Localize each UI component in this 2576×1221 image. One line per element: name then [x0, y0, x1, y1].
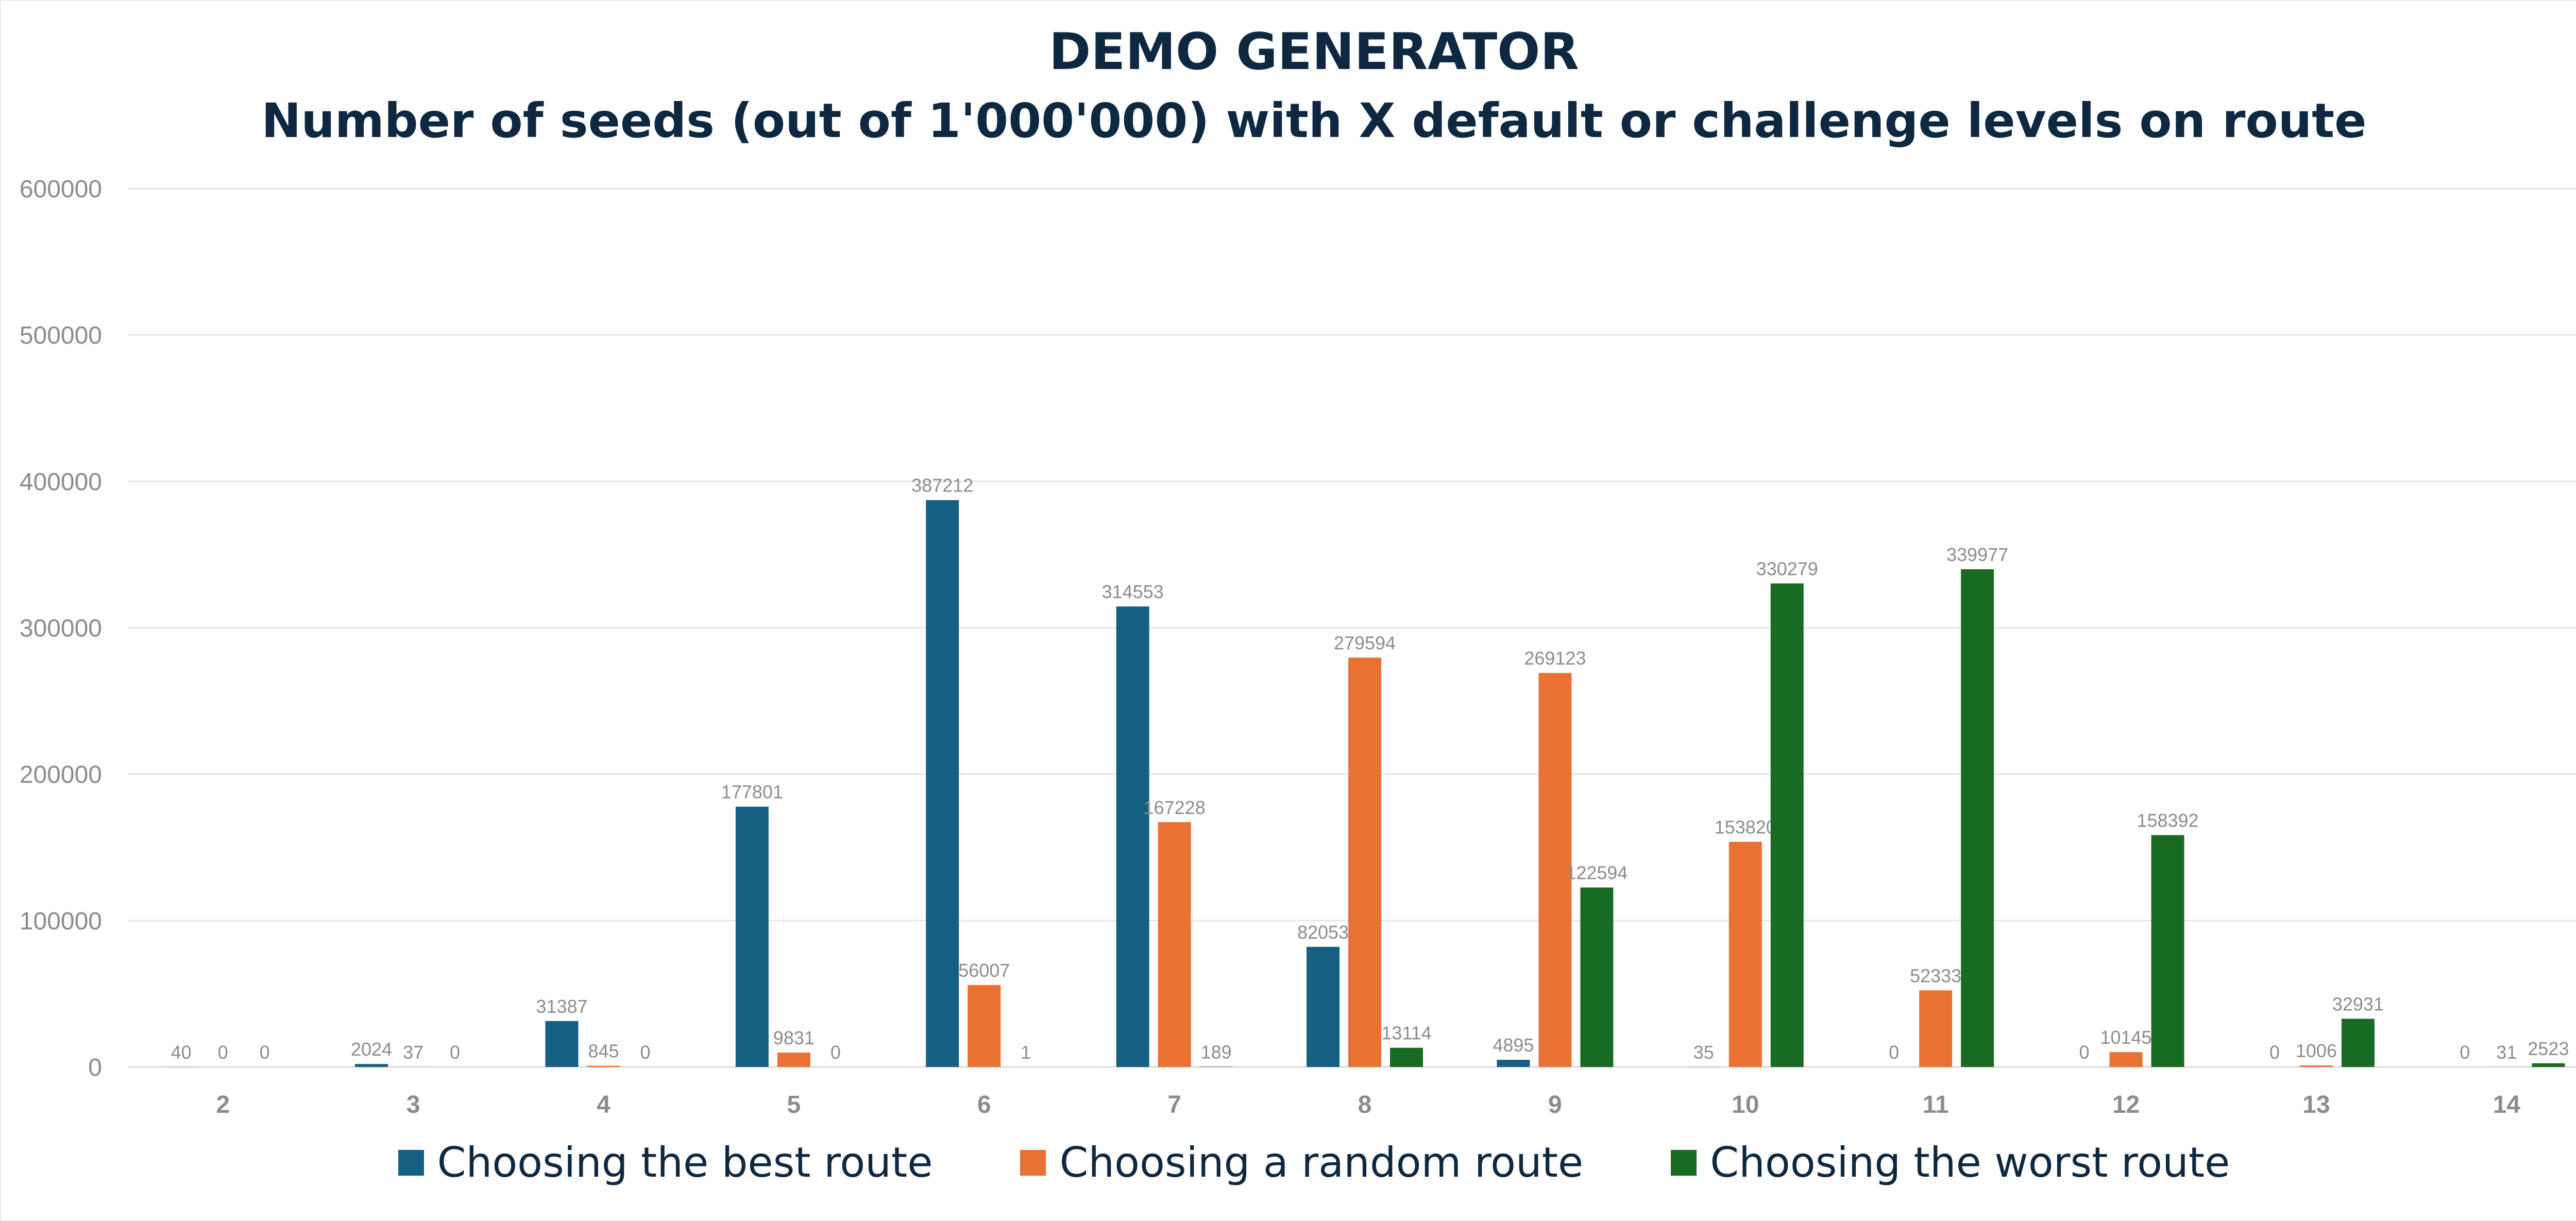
bar-worst-14: [2532, 1063, 2565, 1067]
bar-random-9: [1538, 673, 1572, 1067]
chart-title: DEMO GENERATOR: [1049, 23, 1579, 81]
x-tick-label-2: 2: [216, 1091, 230, 1118]
bar-random-6: [968, 985, 1001, 1067]
data-label-random-12: 10145: [2100, 1027, 2151, 1048]
data-label-best-7: 314553: [1102, 581, 1164, 602]
y-tick-label-6: 600000: [20, 176, 102, 203]
chart-subtitle: Number of seeds (out of 1'000'000) with …: [261, 93, 2367, 148]
data-label-worst-2: 0: [260, 1042, 270, 1063]
x-tick-label-9: 9: [1548, 1091, 1562, 1118]
data-label-best-4: 31387: [536, 996, 587, 1017]
bar-best-3: [355, 1064, 388, 1067]
data-label-random-14: 31: [2496, 1042, 2517, 1063]
legend-item-worst: Choosing the worst route: [1671, 1139, 2230, 1186]
data-label-random-6: 56007: [958, 960, 1010, 981]
data-label-worst-12: 158392: [2137, 810, 2198, 831]
legend-label-best: Choosing the best route: [437, 1139, 933, 1186]
y-tick-label-2: 200000: [20, 761, 102, 789]
bar-random-13: [2299, 1065, 2333, 1067]
data-label-best-11: 0: [1889, 1042, 1899, 1063]
bar-random-5: [777, 1053, 810, 1067]
data-label-worst-5: 0: [831, 1042, 841, 1063]
x-tick-label-11: 11: [1923, 1091, 1949, 1118]
bar-random-8: [1348, 657, 1381, 1067]
legend-label-worst: Choosing the worst route: [1710, 1139, 2230, 1186]
data-label-random-11: 52333: [1910, 965, 1961, 986]
data-label-random-3: 37: [403, 1042, 423, 1063]
legend-item-random: Choosing a random route: [1020, 1139, 1583, 1186]
data-label-worst-8: 13114: [1381, 1023, 1431, 1044]
data-label-best-13: 0: [2269, 1042, 2280, 1063]
x-tick-label-4: 4: [597, 1091, 611, 1118]
bar-best-5: [735, 806, 769, 1067]
bar-worst-13: [2341, 1019, 2375, 1067]
data-label-random-5: 9831: [773, 1027, 815, 1048]
data-label-worst-14: 2523: [2528, 1038, 2569, 1059]
bar-best-7: [1116, 606, 1149, 1067]
y-tick-label-1: 100000: [20, 908, 102, 935]
data-label-best-14: 0: [2460, 1042, 2470, 1063]
data-label-best-8: 82053: [1297, 922, 1349, 943]
data-label-worst-13: 32931: [2332, 993, 2384, 1014]
bar-worst-9: [1580, 887, 1614, 1067]
legend-swatch-worst: [1671, 1149, 1697, 1176]
y-tick-label-4: 400000: [20, 468, 102, 496]
data-label-random-2: 0: [218, 1042, 228, 1063]
x-tick-label-14: 14: [2493, 1091, 2521, 1118]
bar-random-10: [1728, 841, 1762, 1067]
data-label-random-7: 167228: [1144, 797, 1206, 818]
bar-worst-8: [1390, 1047, 1423, 1067]
x-tick-label-3: 3: [406, 1091, 420, 1118]
bar-random-12: [2109, 1052, 2143, 1067]
legend-swatch-random: [1020, 1149, 1046, 1176]
data-label-random-8: 279594: [1334, 632, 1396, 653]
chart-legend: Choosing the best route Choosing a rando…: [0, 1139, 2576, 1186]
data-label-random-10: 153820: [1715, 817, 1776, 838]
x-tick-label-5: 5: [787, 1091, 801, 1118]
bar-random-11: [1919, 990, 1953, 1067]
y-tick-label-0: 0: [88, 1054, 102, 1081]
bar-worst-11: [1961, 569, 1994, 1067]
bar-random-4: [587, 1065, 620, 1067]
data-label-worst-9: 122594: [1566, 862, 1628, 884]
legend-swatch-best: [398, 1149, 424, 1176]
bar-best-9: [1497, 1060, 1530, 1067]
bar-worst-10: [1770, 583, 1804, 1067]
data-label-worst-10: 330279: [1756, 558, 1818, 579]
data-label-random-9: 269123: [1524, 648, 1586, 669]
data-label-best-10: 35: [1693, 1042, 1714, 1063]
bar-worst-12: [2151, 835, 2184, 1067]
y-tick-label-3: 300000: [20, 615, 102, 642]
data-label-random-4: 845: [588, 1041, 619, 1062]
y-tick-label-5: 500000: [20, 322, 102, 349]
x-tick-label-8: 8: [1358, 1091, 1372, 1118]
data-label-worst-6: 1: [1021, 1042, 1031, 1063]
bar-best-6: [926, 500, 959, 1067]
data-label-best-6: 387212: [911, 475, 973, 496]
x-tick-label-7: 7: [1167, 1091, 1181, 1118]
data-label-worst-7: 189: [1201, 1041, 1232, 1062]
x-tick-label-10: 10: [1732, 1091, 1759, 1118]
x-tick-label-12: 12: [2112, 1091, 2140, 1118]
bar-best-4: [545, 1021, 579, 1067]
bar-worst-7: [1199, 1066, 1233, 1067]
data-label-best-3: 2024: [351, 1039, 392, 1060]
data-label-worst-3: 0: [450, 1042, 460, 1063]
data-label-best-2: 40: [171, 1042, 192, 1063]
legend-item-best: Choosing the best route: [398, 1139, 933, 1186]
data-label-random-13: 1006: [2296, 1040, 2337, 1061]
data-label-worst-4: 0: [640, 1042, 650, 1063]
x-tick-label-6: 6: [977, 1091, 991, 1118]
data-label-worst-11: 339977: [1946, 544, 2008, 565]
data-label-best-12: 0: [2079, 1042, 2090, 1063]
data-label-best-9: 4895: [1493, 1035, 1534, 1056]
data-label-best-5: 177801: [721, 782, 783, 803]
x-tick-label-13: 13: [2302, 1091, 2330, 1118]
bar-random-7: [1158, 822, 1191, 1067]
bar-best-8: [1307, 946, 1340, 1067]
legend-label-random: Choosing a random route: [1059, 1139, 1584, 1186]
